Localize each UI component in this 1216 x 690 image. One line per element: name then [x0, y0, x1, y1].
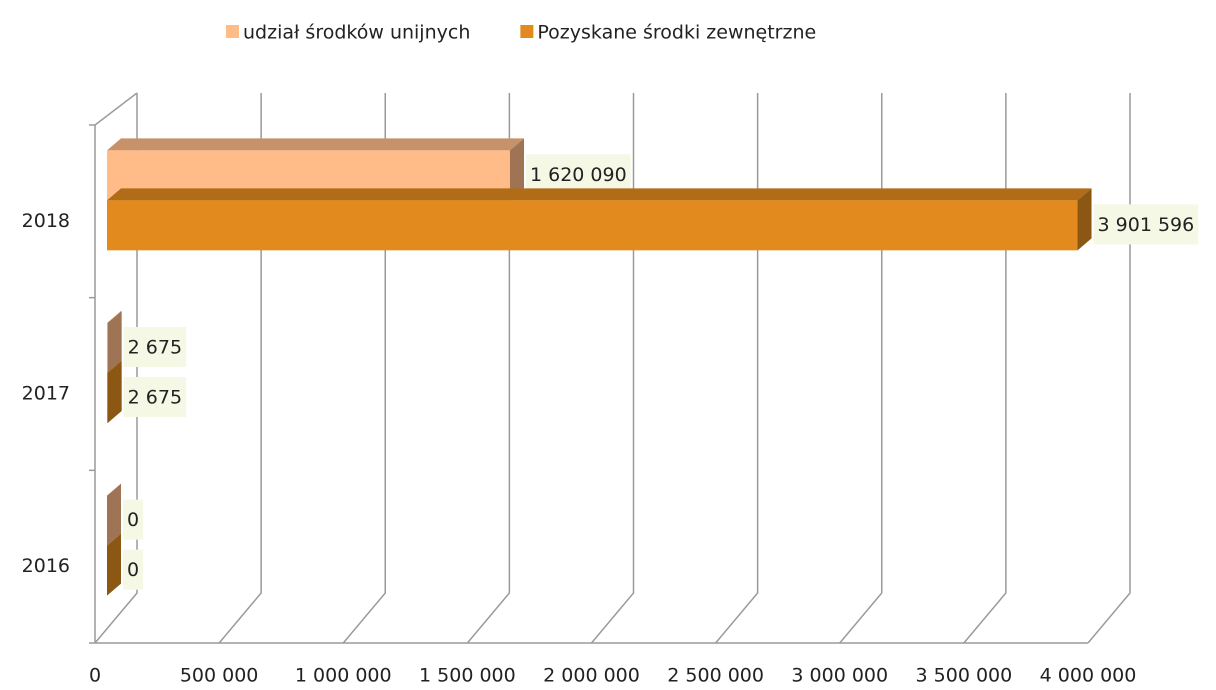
value-label: 1 620 090: [530, 164, 627, 186]
legend-label: Pozyskane środki zewnętrzne: [537, 22, 816, 44]
y-tick-label: 2017: [22, 383, 70, 405]
bar-top: [107, 138, 524, 151]
x-tick-label: 4 000 000: [1040, 665, 1137, 687]
x-tick-label: 1 500 000: [419, 665, 516, 687]
bar-side: [509, 138, 524, 201]
x-tick-label: 0: [89, 665, 101, 687]
x-tick-label: 2 000 000: [543, 665, 640, 687]
x-tick-label: 1 000 000: [295, 665, 392, 687]
value-label-bg: [1093, 204, 1199, 245]
bar: [107, 200, 1078, 251]
bar-side: [107, 483, 121, 546]
value-label-bg: [123, 499, 144, 540]
grid-line: [715, 93, 759, 644]
bar-side: [107, 311, 122, 373]
grid-line: [1087, 93, 1131, 644]
legend-label: udział środków unijnych: [243, 22, 470, 44]
bar-top: [107, 188, 1092, 201]
value-label: 2 675: [128, 387, 182, 409]
x-tick-label: 3 000 000: [791, 665, 888, 687]
bar-top: [107, 311, 122, 323]
bar-side: [107, 533, 121, 596]
grid-line: [839, 93, 883, 644]
value-label: 0: [127, 559, 139, 581]
value-label-bg: [123, 377, 187, 417]
bar: [107, 373, 108, 423]
grid-line: [963, 93, 1007, 644]
bar-side: [107, 361, 122, 423]
value-label-bg: [525, 154, 631, 195]
bar: [107, 323, 108, 373]
y-tick-label: 2018: [22, 210, 70, 232]
grid-line: [218, 93, 262, 644]
legend-swatch: [226, 25, 239, 38]
bar-side: [1077, 188, 1092, 251]
bar-top: [107, 361, 122, 373]
x-tick-label: 3 500 000: [916, 665, 1013, 687]
grid-line: [342, 93, 386, 644]
grid-line: [590, 93, 635, 644]
x-tick-label: 2 500 000: [667, 665, 764, 687]
grid-line: [466, 93, 511, 644]
grid-line: [94, 93, 138, 644]
y-tick-label: 2016: [22, 555, 70, 577]
value-label: 0: [127, 509, 139, 531]
value-label-bg: [123, 549, 144, 590]
legend-swatch: [520, 25, 534, 38]
x-tick-label: 500 000: [180, 665, 259, 687]
value-label: 2 675: [128, 337, 182, 359]
value-label-bg: [123, 327, 187, 367]
value-label: 3 901 596: [1098, 214, 1195, 236]
